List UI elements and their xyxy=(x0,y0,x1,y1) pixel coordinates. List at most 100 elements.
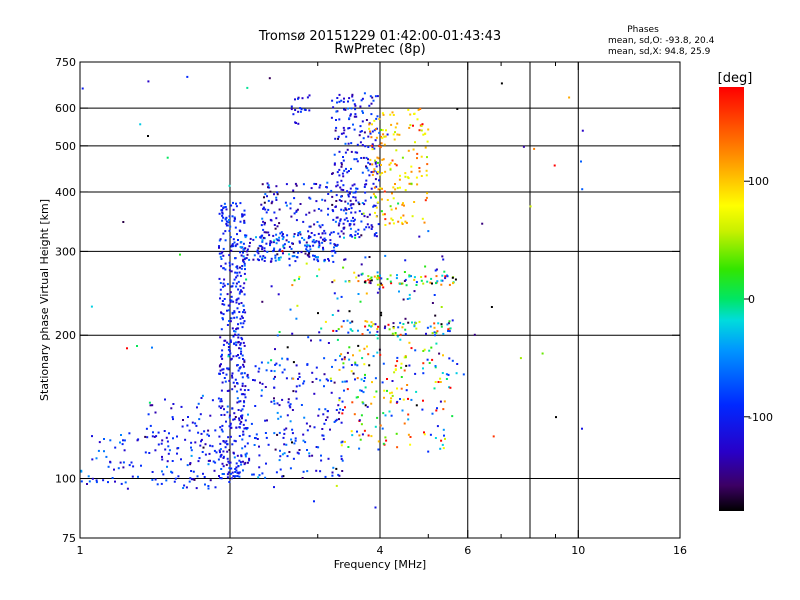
data-point xyxy=(371,130,374,133)
data-point xyxy=(393,371,396,374)
data-point xyxy=(241,326,244,329)
data-point xyxy=(226,341,229,344)
data-point xyxy=(277,417,280,420)
data-point xyxy=(333,421,336,423)
data-point xyxy=(368,256,371,258)
data-point xyxy=(366,405,369,408)
data-point xyxy=(373,129,376,132)
data-point xyxy=(296,451,299,454)
data-point xyxy=(426,192,429,195)
x-tick-label: 6 xyxy=(464,544,471,557)
data-point xyxy=(384,436,387,439)
data-point xyxy=(363,429,366,432)
data-point xyxy=(283,243,286,246)
data-point xyxy=(267,199,270,202)
data-point xyxy=(360,157,363,159)
data-point xyxy=(287,398,290,401)
data-point xyxy=(243,209,246,212)
data-point xyxy=(338,399,341,402)
data-point xyxy=(353,103,356,106)
data-point xyxy=(263,223,266,226)
data-point xyxy=(375,185,378,188)
data-point xyxy=(367,135,370,138)
data-point xyxy=(403,422,406,425)
data-point xyxy=(434,365,437,367)
data-point xyxy=(368,123,371,126)
data-point xyxy=(231,407,234,410)
data-point xyxy=(346,319,349,322)
data-point xyxy=(365,226,368,229)
data-point xyxy=(404,220,407,223)
y-tick-label: 400 xyxy=(55,186,76,199)
data-point xyxy=(373,204,376,207)
data-point xyxy=(391,219,394,222)
data-point xyxy=(368,364,371,367)
data-point xyxy=(361,144,364,147)
data-point xyxy=(361,357,364,360)
data-point xyxy=(365,156,368,159)
data-point xyxy=(211,445,214,448)
data-point xyxy=(168,449,171,452)
data-point xyxy=(86,483,88,485)
data-point xyxy=(331,254,334,257)
data-point xyxy=(434,381,437,383)
data-point xyxy=(373,168,376,171)
data-point xyxy=(230,299,233,302)
data-point xyxy=(322,434,325,437)
data-point xyxy=(220,477,223,480)
data-point xyxy=(183,484,186,487)
data-point xyxy=(233,241,236,244)
data-point xyxy=(266,419,268,422)
data-point xyxy=(226,457,229,460)
data-point xyxy=(581,427,583,430)
data-point xyxy=(231,243,234,246)
data-point xyxy=(353,183,356,186)
data-point xyxy=(318,408,321,411)
data-point xyxy=(200,432,203,435)
data-point xyxy=(426,163,429,166)
data-point xyxy=(128,432,131,435)
data-point xyxy=(373,119,376,122)
data-point xyxy=(264,476,267,479)
data-point xyxy=(239,400,242,403)
data-point xyxy=(117,467,120,470)
data-point xyxy=(413,112,416,115)
data-point xyxy=(439,381,442,383)
data-point xyxy=(237,297,240,300)
data-point xyxy=(338,222,341,225)
data-point xyxy=(122,439,124,442)
data-point xyxy=(337,404,340,407)
data-point xyxy=(261,257,264,260)
data-point xyxy=(246,248,249,251)
data-point xyxy=(347,142,350,145)
data-point xyxy=(351,401,354,404)
data-point xyxy=(242,304,245,307)
data-point xyxy=(379,187,382,190)
data-point xyxy=(335,205,337,208)
data-point xyxy=(172,437,174,440)
data-point xyxy=(390,208,393,211)
data-point xyxy=(254,405,257,407)
data-point xyxy=(389,392,391,395)
data-point xyxy=(233,311,236,314)
data-point xyxy=(231,244,233,247)
data-point xyxy=(327,207,330,210)
data-point xyxy=(433,294,436,296)
data-point xyxy=(275,471,278,474)
data-point xyxy=(348,223,351,225)
data-point xyxy=(331,99,334,102)
data-point xyxy=(360,378,363,381)
x-tick-label: 16 xyxy=(673,544,687,557)
data-point xyxy=(173,480,176,483)
data-point xyxy=(153,435,156,438)
data-point xyxy=(287,401,290,404)
data-point xyxy=(367,158,369,161)
data-point xyxy=(282,252,284,255)
data-point xyxy=(430,277,433,280)
data-point xyxy=(225,224,228,227)
data-point xyxy=(410,347,413,350)
data-point xyxy=(377,440,380,443)
data-point xyxy=(222,343,225,346)
data-point xyxy=(434,437,437,439)
data-point xyxy=(383,143,386,146)
